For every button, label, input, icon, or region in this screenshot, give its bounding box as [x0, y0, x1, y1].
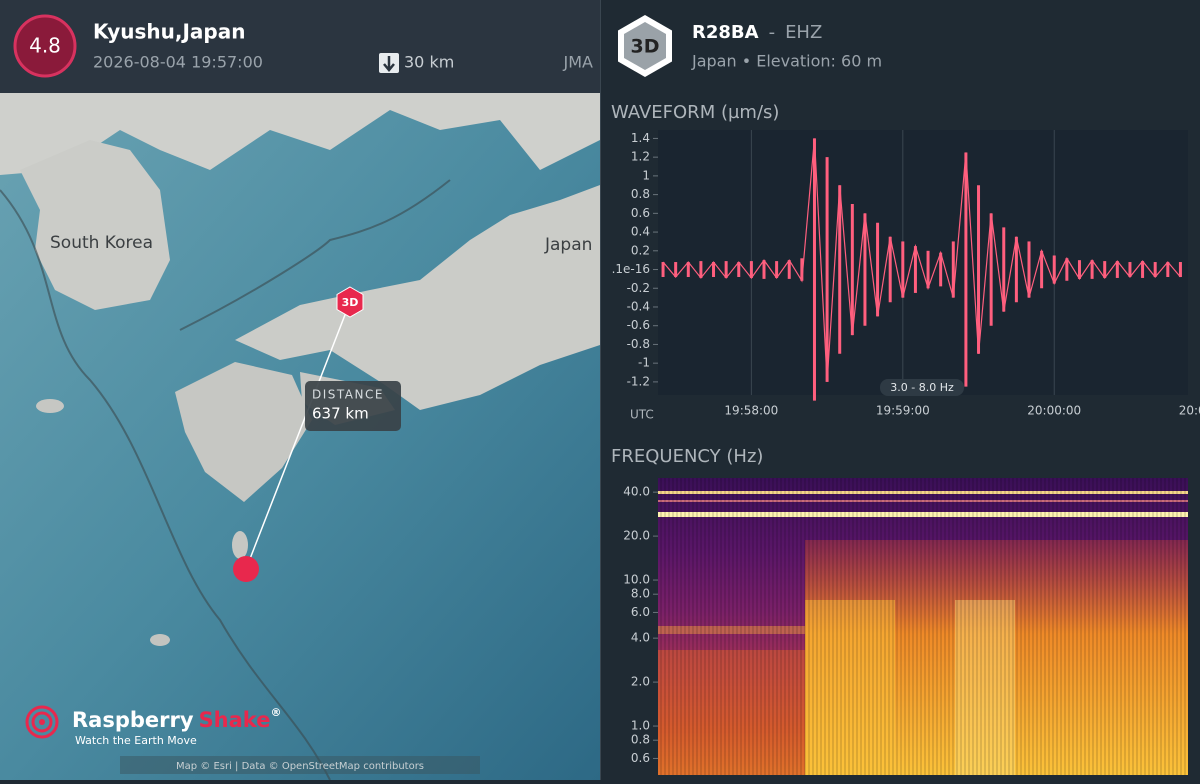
y-tick-label: 0.6: [631, 751, 650, 765]
attribution-bg: [120, 756, 480, 774]
filter-label: 3.0 - 8.0 Hz: [890, 381, 954, 394]
magnitude: 4.8: [29, 34, 61, 58]
magnitude-badge: [13, 14, 77, 78]
map-island: [232, 531, 248, 559]
logo-ring: [31, 711, 53, 733]
distance-value: 637 km: [312, 405, 369, 423]
frequency-title: FREQUENCY (Hz): [611, 446, 763, 467]
frequency-axis: 40.0 20.0 10.08.0 6.0 4.0 2.0 1.00.8 0.6: [623, 485, 658, 765]
y-tick-label: 0.2: [631, 243, 650, 257]
y-tick-label: 1.0: [631, 719, 650, 733]
filter-pill: [880, 379, 964, 396]
event-header: [0, 0, 600, 93]
y-tick-label: -1: [638, 356, 650, 370]
y-tick-label: -0.8: [627, 337, 650, 351]
distance-label: DISTANCE: [312, 388, 384, 402]
y-tick-label: -0.2: [627, 281, 650, 295]
logo-ring: [25, 705, 59, 739]
epicenter: [233, 556, 259, 582]
x-tick-label: 20:00:00: [1027, 404, 1081, 418]
y-tick-label: 0.8: [631, 187, 650, 201]
y-tick-label: 4.0: [631, 631, 650, 645]
map: South Korea Japan 3D DISTANCE 637 km Ras…: [0, 93, 600, 781]
depth-arrow: [383, 56, 395, 72]
station-marker: [336, 286, 364, 318]
map-land: [20, 140, 170, 310]
map-island: [150, 634, 170, 646]
x-tick-label: 20:01:00: [1179, 404, 1200, 418]
y-tick-label: 0.8: [631, 733, 650, 747]
y-tick-label: 1.4: [631, 131, 650, 145]
station-separator: -: [769, 22, 776, 43]
map-island: [36, 399, 64, 413]
x-tick-label: 19:58:00: [724, 404, 778, 418]
logo-name-1: Raspberry: [72, 708, 194, 732]
y-tick-label: 10.0: [623, 573, 650, 587]
station-badge-label: 3D: [631, 36, 660, 58]
map-label: Japan: [544, 235, 592, 255]
logo: Raspberry Shake® Watch the Earth Move: [25, 705, 281, 747]
map-boundary: [179, 179, 451, 331]
map-land: [0, 93, 600, 175]
y-tick-label: .1e-16: [612, 262, 650, 276]
logo-dot: [39, 719, 45, 725]
x-tick-label: 19:59:00: [876, 404, 930, 418]
event-location: Kyushu,Japan: [93, 20, 245, 44]
map-land: [235, 185, 600, 410]
station-marker-label: 3D: [342, 296, 359, 309]
spectrogram-texture: [658, 478, 1188, 775]
map-label: South Korea: [50, 233, 153, 253]
y-tick-label: 0.6: [631, 206, 650, 220]
distance-tooltip: [305, 381, 401, 431]
map-land: [175, 362, 312, 502]
y-tick-label: 40.0: [623, 485, 650, 499]
station-badge-inner: [624, 22, 666, 70]
station-channel: EHZ: [785, 22, 822, 43]
waveform-trace: [662, 138, 1181, 382]
y-tick-label: 1: [642, 168, 650, 182]
y-tick-label: -0.6: [627, 318, 650, 332]
event-time: 2026-08-04 19:57:00: [93, 53, 263, 72]
logo-mark: ®: [270, 706, 281, 719]
spectrogram: [658, 478, 1188, 775]
time-zone: UTC: [630, 408, 654, 422]
map-attribution[interactable]: Map © Esri | Data © OpenStreetMap contri…: [176, 761, 424, 772]
y-tick-label: 6.0: [631, 605, 650, 619]
waveform-title: WAVEFORM (µm/s): [611, 102, 779, 123]
event-depth: 30 km: [404, 53, 454, 72]
logo-name-2: Shake: [199, 708, 271, 732]
logo-tagline: Watch the Earth Move: [75, 734, 197, 747]
distance-line: [245, 301, 351, 570]
y-tick-label: 8.0: [631, 587, 650, 601]
waveform-plot: [658, 130, 1188, 395]
map-boundary: [0, 189, 331, 781]
waveform-layer: 19:58:00 19:59:00 20:00:00 20:01:00 1.4 1.2 1 0…: [612, 130, 1200, 418]
y-tick-label: -1.2: [627, 374, 650, 388]
y-tick-label: 0.4: [631, 225, 650, 239]
station-details: Japan • Elevation: 60 m: [691, 52, 882, 71]
y-tick-label: 20.0: [623, 529, 650, 543]
event-agency: JMA: [563, 53, 594, 72]
logo-name: Raspberry Shake®: [72, 706, 281, 732]
station-title: R28BA - EHZ: [692, 22, 822, 43]
y-tick-label: 1.2: [631, 150, 650, 164]
y-tick-label: 2.0: [631, 675, 650, 689]
y-tick-label: -0.4: [627, 299, 650, 313]
station-code: R28BA: [692, 22, 759, 43]
